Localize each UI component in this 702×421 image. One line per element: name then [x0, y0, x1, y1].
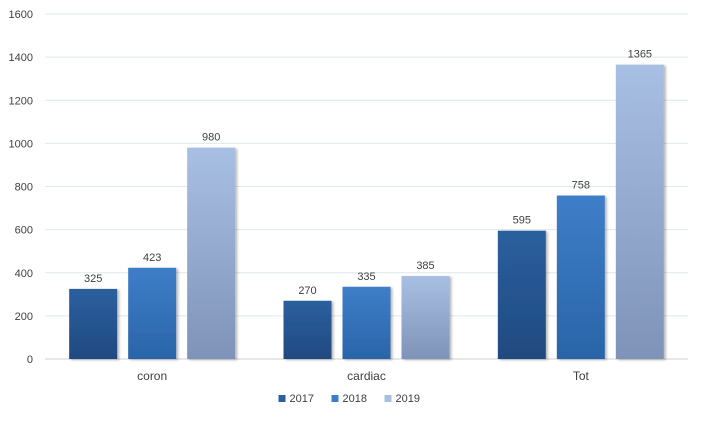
bar-cardiac-2019: [401, 275, 450, 359]
legend-label: 2018: [343, 393, 367, 405]
y-tick-label: 1000: [9, 138, 33, 150]
y-tick-label: 600: [15, 225, 33, 237]
legend-label: 2019: [396, 393, 420, 405]
bars: [69, 64, 664, 359]
x-category-label: cardiac: [347, 369, 386, 383]
legend-swatch-2019: [384, 395, 392, 402]
bar-coron-2018: [128, 267, 177, 359]
data-label: 325: [84, 273, 102, 285]
y-tick-label: 1400: [9, 52, 33, 64]
data-label: 385: [416, 260, 434, 272]
data-label: 980: [202, 132, 220, 144]
y-tick-label: 400: [15, 268, 33, 280]
bar-Tot-2019: [615, 64, 664, 359]
y-tick-label: 200: [15, 311, 33, 323]
y-tick-label: 800: [15, 182, 33, 194]
bar-Tot-2018: [556, 195, 605, 359]
x-category-label: Tot: [573, 369, 590, 383]
y-tick-label: 1600: [9, 9, 33, 21]
legend-swatch-2018: [331, 395, 339, 402]
data-label: 335: [357, 271, 375, 283]
bar-cardiac-2017: [283, 300, 332, 359]
y-axis: 0 200 400 600 800 1000 1200 1400 1600: [9, 9, 33, 366]
y-tick-label: 0: [27, 354, 33, 366]
data-label: 1365: [628, 49, 652, 61]
bar-coron-2019: [187, 147, 236, 359]
data-label: 423: [143, 252, 161, 264]
legend-swatch-2017: [278, 395, 286, 402]
x-axis: coron cardiac Tot: [137, 369, 589, 383]
y-tick-label: 1200: [9, 95, 33, 107]
bar-cardiac-2018: [342, 286, 391, 359]
data-label: 595: [513, 215, 531, 227]
bar-coron-2017: [69, 288, 118, 359]
bar-Tot-2017: [497, 230, 546, 359]
data-label: 270: [298, 285, 316, 297]
x-category-label: coron: [137, 369, 167, 383]
legend: 2017 2018 2019: [278, 393, 420, 405]
legend-label: 2017: [290, 393, 314, 405]
data-labels: 325 423 980 270 335 385 595 758 1365: [84, 49, 652, 297]
data-label: 758: [572, 180, 590, 192]
